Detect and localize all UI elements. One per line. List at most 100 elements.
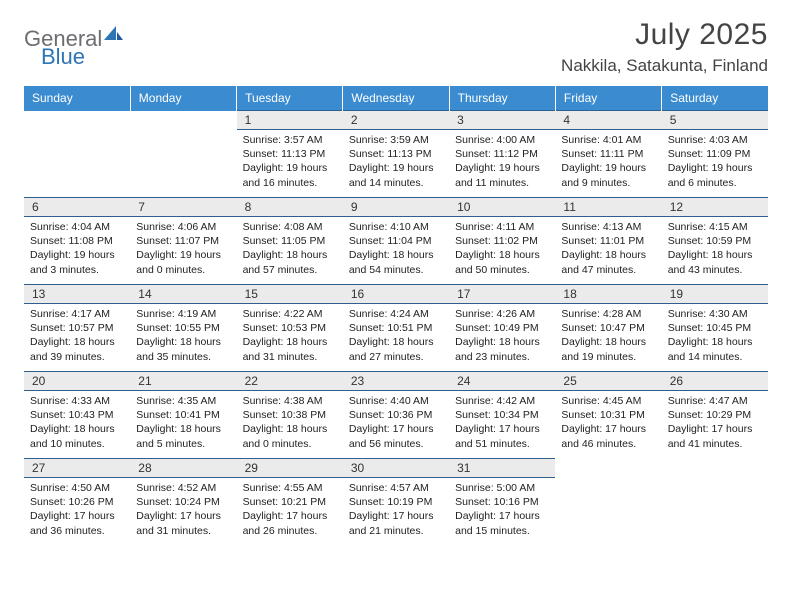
weekday-header: Saturday xyxy=(662,86,768,111)
day-number-cell xyxy=(555,459,661,478)
daylight-text: Daylight: 19 hours and 11 minutes. xyxy=(455,161,551,189)
daylight-text: Daylight: 18 hours and 14 minutes. xyxy=(668,335,764,363)
day-number-row: 2728293031 xyxy=(24,459,768,478)
logo: General Blue xyxy=(24,24,124,53)
daylight-text: Daylight: 18 hours and 57 minutes. xyxy=(243,248,339,276)
day-info-cell: Sunrise: 4:15 AMSunset: 10:59 PMDaylight… xyxy=(662,217,768,285)
sunrise-text: Sunrise: 4:06 AM xyxy=(136,220,232,234)
daylight-text: Daylight: 17 hours and 31 minutes. xyxy=(136,509,232,537)
day-number-cell: 26 xyxy=(662,372,768,391)
day-number-cell: 15 xyxy=(237,285,343,304)
day-number-row: 13141516171819 xyxy=(24,285,768,304)
day-number-cell: 22 xyxy=(237,372,343,391)
sunrise-text: Sunrise: 4:10 AM xyxy=(349,220,445,234)
month-title: July 2025 xyxy=(561,18,768,52)
day-number-cell: 7 xyxy=(130,198,236,217)
day-info-cell xyxy=(130,130,236,198)
day-number-cell: 2 xyxy=(343,111,449,130)
day-info-cell: Sunrise: 5:00 AMSunset: 10:16 PMDaylight… xyxy=(449,478,555,546)
day-number-cell: 12 xyxy=(662,198,768,217)
sunrise-text: Sunrise: 4:50 AM xyxy=(30,481,126,495)
calendar-page: General Blue July 2025 Nakkila, Satakunt… xyxy=(0,0,792,546)
day-info-cell: Sunrise: 4:04 AMSunset: 11:08 PMDaylight… xyxy=(24,217,130,285)
sunrise-text: Sunrise: 4:57 AM xyxy=(349,481,445,495)
weekday-header: Sunday xyxy=(24,86,130,111)
sunset-text: Sunset: 11:04 PM xyxy=(349,234,445,248)
daylight-text: Daylight: 17 hours and 41 minutes. xyxy=(668,422,764,450)
daylight-text: Daylight: 19 hours and 6 minutes. xyxy=(668,161,764,189)
day-info-cell: Sunrise: 3:57 AMSunset: 11:13 PMDaylight… xyxy=(237,130,343,198)
sunrise-text: Sunrise: 4:00 AM xyxy=(455,133,551,147)
sunrise-text: Sunrise: 4:33 AM xyxy=(30,394,126,408)
sunset-text: Sunset: 10:57 PM xyxy=(30,321,126,335)
day-info-cell xyxy=(24,130,130,198)
sunset-text: Sunset: 10:29 PM xyxy=(668,408,764,422)
daylight-text: Daylight: 18 hours and 47 minutes. xyxy=(561,248,657,276)
sunrise-text: Sunrise: 4:11 AM xyxy=(455,220,551,234)
day-info-cell: Sunrise: 4:47 AMSunset: 10:29 PMDaylight… xyxy=(662,391,768,459)
sunrise-text: Sunrise: 4:55 AM xyxy=(243,481,339,495)
day-number-cell: 20 xyxy=(24,372,130,391)
weekday-header: Monday xyxy=(130,86,236,111)
sunrise-text: Sunrise: 5:00 AM xyxy=(455,481,551,495)
day-number-cell: 28 xyxy=(130,459,236,478)
day-info-cell: Sunrise: 4:28 AMSunset: 10:47 PMDaylight… xyxy=(555,304,661,372)
sunset-text: Sunset: 11:12 PM xyxy=(455,147,551,161)
sunrise-text: Sunrise: 4:38 AM xyxy=(243,394,339,408)
sunset-text: Sunset: 11:13 PM xyxy=(243,147,339,161)
day-info-row: Sunrise: 4:04 AMSunset: 11:08 PMDaylight… xyxy=(24,217,768,285)
sunset-text: Sunset: 10:26 PM xyxy=(30,495,126,509)
sunrise-text: Sunrise: 4:26 AM xyxy=(455,307,551,321)
day-info-row: Sunrise: 4:17 AMSunset: 10:57 PM Daylight… xyxy=(24,304,768,372)
day-info-row: Sunrise: 4:50 AMSunset: 10:26 PMDaylight… xyxy=(24,478,768,546)
day-info-cell: Sunrise: 4:00 AMSunset: 11:12 PMDaylight… xyxy=(449,130,555,198)
day-info-cell: Sunrise: 4:06 AMSunset: 11:07 PMDaylight… xyxy=(130,217,236,285)
logo-sail-icon xyxy=(102,24,124,47)
sunrise-text: Sunrise: 4:47 AM xyxy=(668,394,764,408)
sunrise-text: Sunrise: 4:35 AM xyxy=(136,394,232,408)
sunset-text: Sunset: 11:01 PM xyxy=(561,234,657,248)
day-number-cell xyxy=(130,111,236,130)
day-info-cell xyxy=(662,478,768,546)
day-info-cell: Sunrise: 4:40 AMSunset: 10:36 PMDaylight… xyxy=(343,391,449,459)
day-number-cell xyxy=(24,111,130,130)
sunset-text: Sunset: 10:19 PM xyxy=(349,495,445,509)
day-number-cell xyxy=(662,459,768,478)
daylight-text: Daylight: 18 hours and 54 minutes. xyxy=(349,248,445,276)
daylight-text: Daylight: 17 hours and 21 minutes. xyxy=(349,509,445,537)
day-info-cell: Sunrise: 4:57 AMSunset: 10:19 PMDaylight… xyxy=(343,478,449,546)
daylight-text: Daylight: 19 hours and 9 minutes. xyxy=(561,161,657,189)
sunset-text: Sunset: 10:59 PM xyxy=(668,234,764,248)
day-number-cell: 13 xyxy=(24,285,130,304)
daylight-text: Daylight: 17 hours and 36 minutes. xyxy=(30,509,126,537)
day-number-cell: 16 xyxy=(343,285,449,304)
sunset-text: Sunset: 10:36 PM xyxy=(349,408,445,422)
calendar-table: Sunday Monday Tuesday Wednesday Thursday… xyxy=(24,86,768,546)
day-number-cell: 11 xyxy=(555,198,661,217)
sunset-text: Sunset: 10:41 PM xyxy=(136,408,232,422)
day-number-cell: 30 xyxy=(343,459,449,478)
day-info-cell: Sunrise: 4:55 AMSunset: 10:21 PMDaylight… xyxy=(237,478,343,546)
day-number-cell: 9 xyxy=(343,198,449,217)
weekday-header: Thursday xyxy=(449,86,555,111)
sunrise-text: Sunrise: 4:15 AM xyxy=(668,220,764,234)
sunrise-text: Sunrise: 4:24 AM xyxy=(349,307,445,321)
sunrise-text: Sunrise: 4:40 AM xyxy=(349,394,445,408)
daylight-text: Daylight: 17 hours and 26 minutes. xyxy=(243,509,339,537)
day-info-cell: Sunrise: 4:50 AMSunset: 10:26 PMDaylight… xyxy=(24,478,130,546)
daylight-text: Daylight: 19 hours and 16 minutes. xyxy=(243,161,339,189)
sunrise-text: Sunrise: 3:57 AM xyxy=(243,133,339,147)
sunset-text: Sunset: 10:51 PM xyxy=(349,321,445,335)
daylight-text: Daylight: 17 hours and 46 minutes. xyxy=(561,422,657,450)
day-info-cell: Sunrise: 4:42 AMSunset: 10:34 PMDaylight… xyxy=(449,391,555,459)
sunset-text: Sunset: 10:53 PM xyxy=(243,321,339,335)
day-number-cell: 17 xyxy=(449,285,555,304)
weekday-header: Friday xyxy=(555,86,661,111)
day-number-cell: 19 xyxy=(662,285,768,304)
day-info-cell: Sunrise: 3:59 AMSunset: 11:13 PMDaylight… xyxy=(343,130,449,198)
sunset-text: Sunset: 11:09 PM xyxy=(668,147,764,161)
day-number-cell: 18 xyxy=(555,285,661,304)
day-number-cell: 29 xyxy=(237,459,343,478)
daylight-text: Daylight: 17 hours and 56 minutes. xyxy=(349,422,445,450)
sunrise-text: Sunrise: 4:17 AM xyxy=(30,307,126,321)
